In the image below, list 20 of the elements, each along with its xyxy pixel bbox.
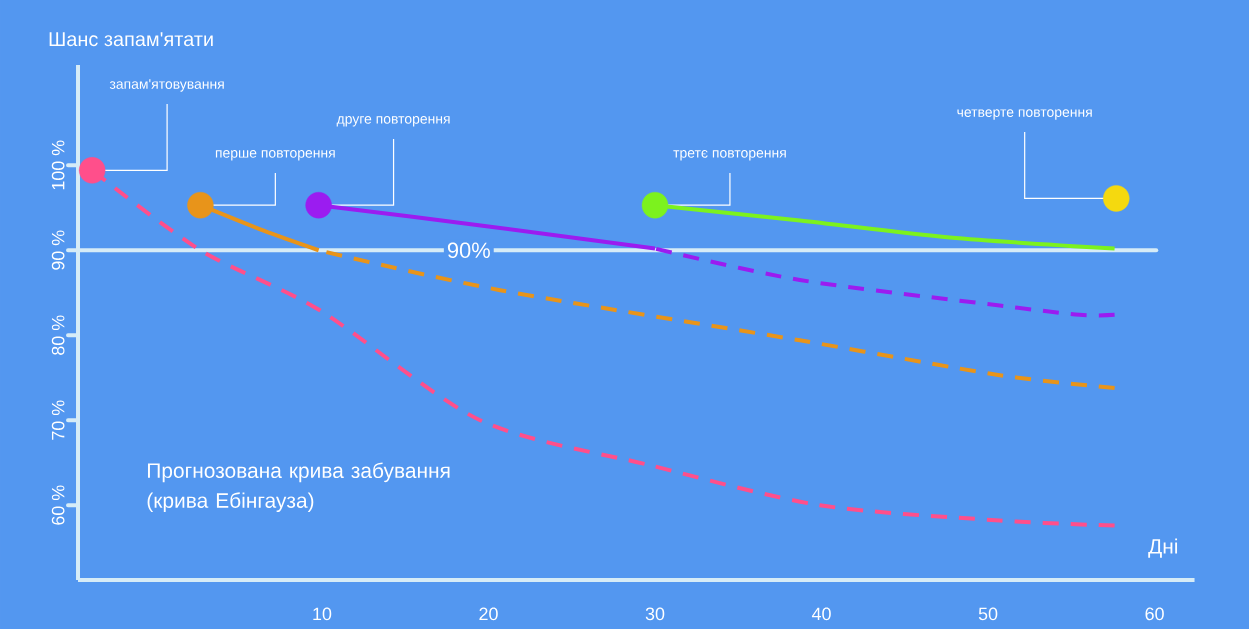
- ref-line-label: 90%: [447, 242, 490, 259]
- x-tick-label: 60: [1145, 607, 1164, 621]
- x-tick-label: 20: [479, 607, 498, 621]
- annotation: четверте повторення: [957, 109, 1092, 120]
- y-tick-label: 100 %: [51, 140, 65, 190]
- x-axis-title: Дні: [1148, 538, 1178, 558]
- annotation: Прогнозована крива забування (крива Ебінгауза): [147, 462, 450, 513]
- y-tick-label: 80 %: [51, 315, 65, 355]
- annotation: запам'ятовування: [109, 79, 224, 92]
- y-tick-label: 90 %: [51, 230, 65, 270]
- annotation: друге повторення: [336, 116, 450, 127]
- x-tick-label: 50: [978, 607, 998, 621]
- annotation: третє повторення: [673, 150, 786, 161]
- y-axis-title: Шанс запам'ятати: [49, 32, 213, 47]
- y-tick-label: 70 %: [51, 400, 65, 440]
- x-tick-label: 30: [645, 607, 665, 621]
- annotation: перше повторення: [215, 150, 335, 161]
- x-tick-label: 10: [313, 607, 332, 621]
- y-tick-label: 60 %: [51, 485, 65, 525]
- x-tick-label: 40: [811, 607, 831, 621]
